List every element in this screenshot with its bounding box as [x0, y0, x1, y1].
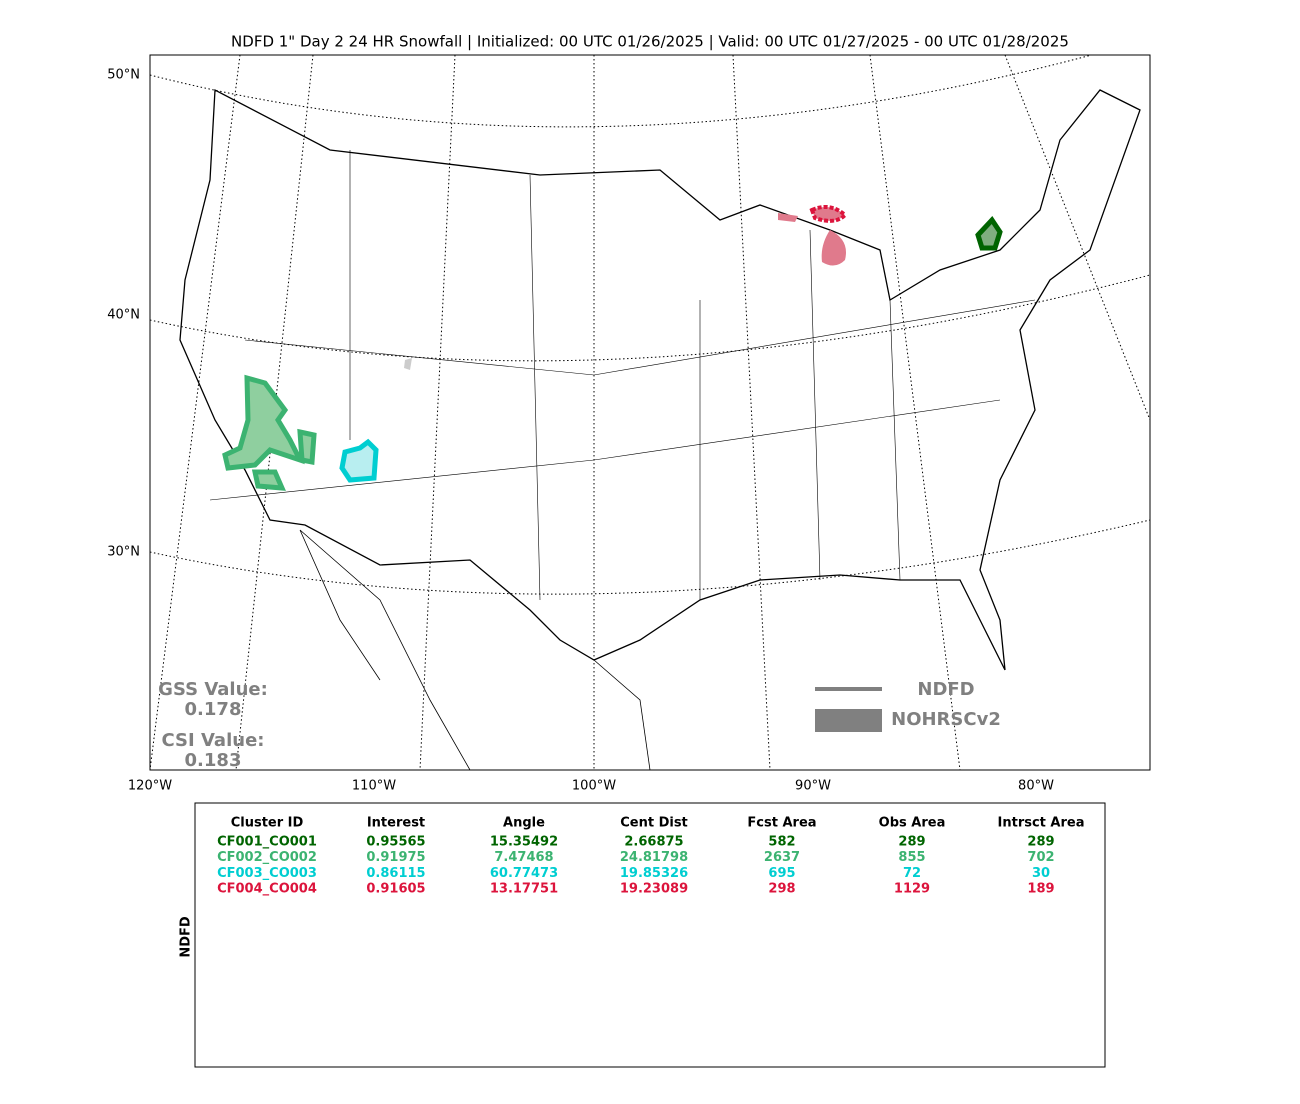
table-cell: 0.95565 [366, 835, 425, 850]
column-header: Cent Dist [620, 816, 688, 831]
gss-value: 0.178 [185, 699, 242, 720]
csi-label: CSI Value: [162, 730, 265, 751]
table-cell: 298 [768, 882, 795, 897]
table-cell: 19.23089 [620, 882, 688, 897]
cluster-outline [975, 215, 1003, 251]
map: 50°N 40°N 30°N 120°W 110°W 100°W 90°W 80°W GSS… [107, 54, 1151, 794]
parallel [150, 55, 1094, 128]
state-lines [209, 150, 1036, 601]
table-cell: 30 [1032, 866, 1050, 881]
mexico-coast [299, 529, 651, 770]
table-cell: 189 [1027, 882, 1054, 897]
lon-label: 80°W [1018, 779, 1054, 794]
table-side-label: NDFD [179, 916, 194, 958]
lat-labels: 50°N 40°N 30°N [107, 68, 140, 560]
table-frame [194, 802, 1106, 1068]
obs-area [778, 213, 846, 266]
table-cell: CF001_CO001 [217, 835, 317, 850]
table-cell: CF003_CO003 [217, 866, 317, 881]
legend-label: NDFD [917, 679, 974, 700]
map-frame [149, 54, 1151, 771]
table-cell: 15.35492 [490, 835, 558, 850]
column-header: Angle [503, 816, 545, 831]
lon-label: 100°W [572, 779, 616, 794]
cluster-outline [222, 374, 317, 491]
lon-label: 90°W [795, 779, 831, 794]
us-outline [179, 88, 1141, 671]
table-cell: 0.86115 [366, 866, 425, 881]
column-header: Intrsct Area [998, 816, 1085, 831]
cluster-outline [339, 438, 379, 483]
meridian [732, 55, 771, 770]
table-cell: 0.91975 [366, 850, 425, 865]
table-cell: CF004_CO004 [217, 882, 317, 897]
lon-label: 110°W [352, 779, 396, 794]
title: NDFD 1" Day 2 24 HR Snowfall | Initializ… [231, 33, 1069, 51]
lon-labels: 120°W 110°W 100°W 90°W 80°W [128, 779, 1054, 794]
meridian [150, 55, 241, 770]
column-header: Cluster ID [231, 816, 304, 831]
table-cell: 582 [768, 835, 795, 850]
table-cell: 19.85326 [620, 866, 688, 881]
table-cell: 2637 [764, 850, 800, 865]
table: NDFD Cluster ID Interest Angle Cent Dist Fcs… [179, 802, 1106, 1068]
lon-label: 120°W [128, 779, 172, 794]
column-header: Fcst Area [747, 816, 816, 831]
lat-label: 50°N [107, 68, 140, 83]
table-cell: 60.77473 [490, 866, 558, 881]
table-cell: 702 [1027, 850, 1054, 865]
cluster-outline [809, 204, 848, 223]
table-cell: 7.47468 [494, 850, 553, 865]
table-cell: 0.91605 [366, 882, 425, 897]
csi-value: 0.183 [185, 750, 242, 771]
parallel [150, 274, 1150, 362]
table-cell: 289 [1027, 835, 1054, 850]
meridian [1004, 55, 1150, 421]
table-cell: 855 [898, 850, 925, 865]
table-cell: 24.81798 [620, 850, 688, 865]
gss-label: GSS Value: [158, 679, 268, 700]
table-cell: 695 [768, 866, 795, 881]
table-cell: 1129 [894, 882, 930, 897]
table-cell: 13.17751 [490, 882, 558, 897]
lat-label: 30°N [107, 545, 140, 560]
legend-label: NOHRSCv2 [891, 709, 1001, 730]
table-cell: 72 [903, 866, 921, 881]
table-body: Cluster ID Interest Angle Cent Dist Fcst Are… [217, 816, 1084, 897]
meridian [419, 55, 456, 770]
lat-label: 40°N [107, 308, 140, 323]
column-header: Obs Area [879, 816, 946, 831]
table-cell: CF002_CO002 [217, 850, 317, 865]
table-cell: 2.66875 [624, 835, 683, 850]
table-cell: 289 [898, 835, 925, 850]
column-header: Interest [367, 816, 425, 831]
legend-swatch [815, 709, 882, 732]
obs-area [404, 358, 412, 370]
